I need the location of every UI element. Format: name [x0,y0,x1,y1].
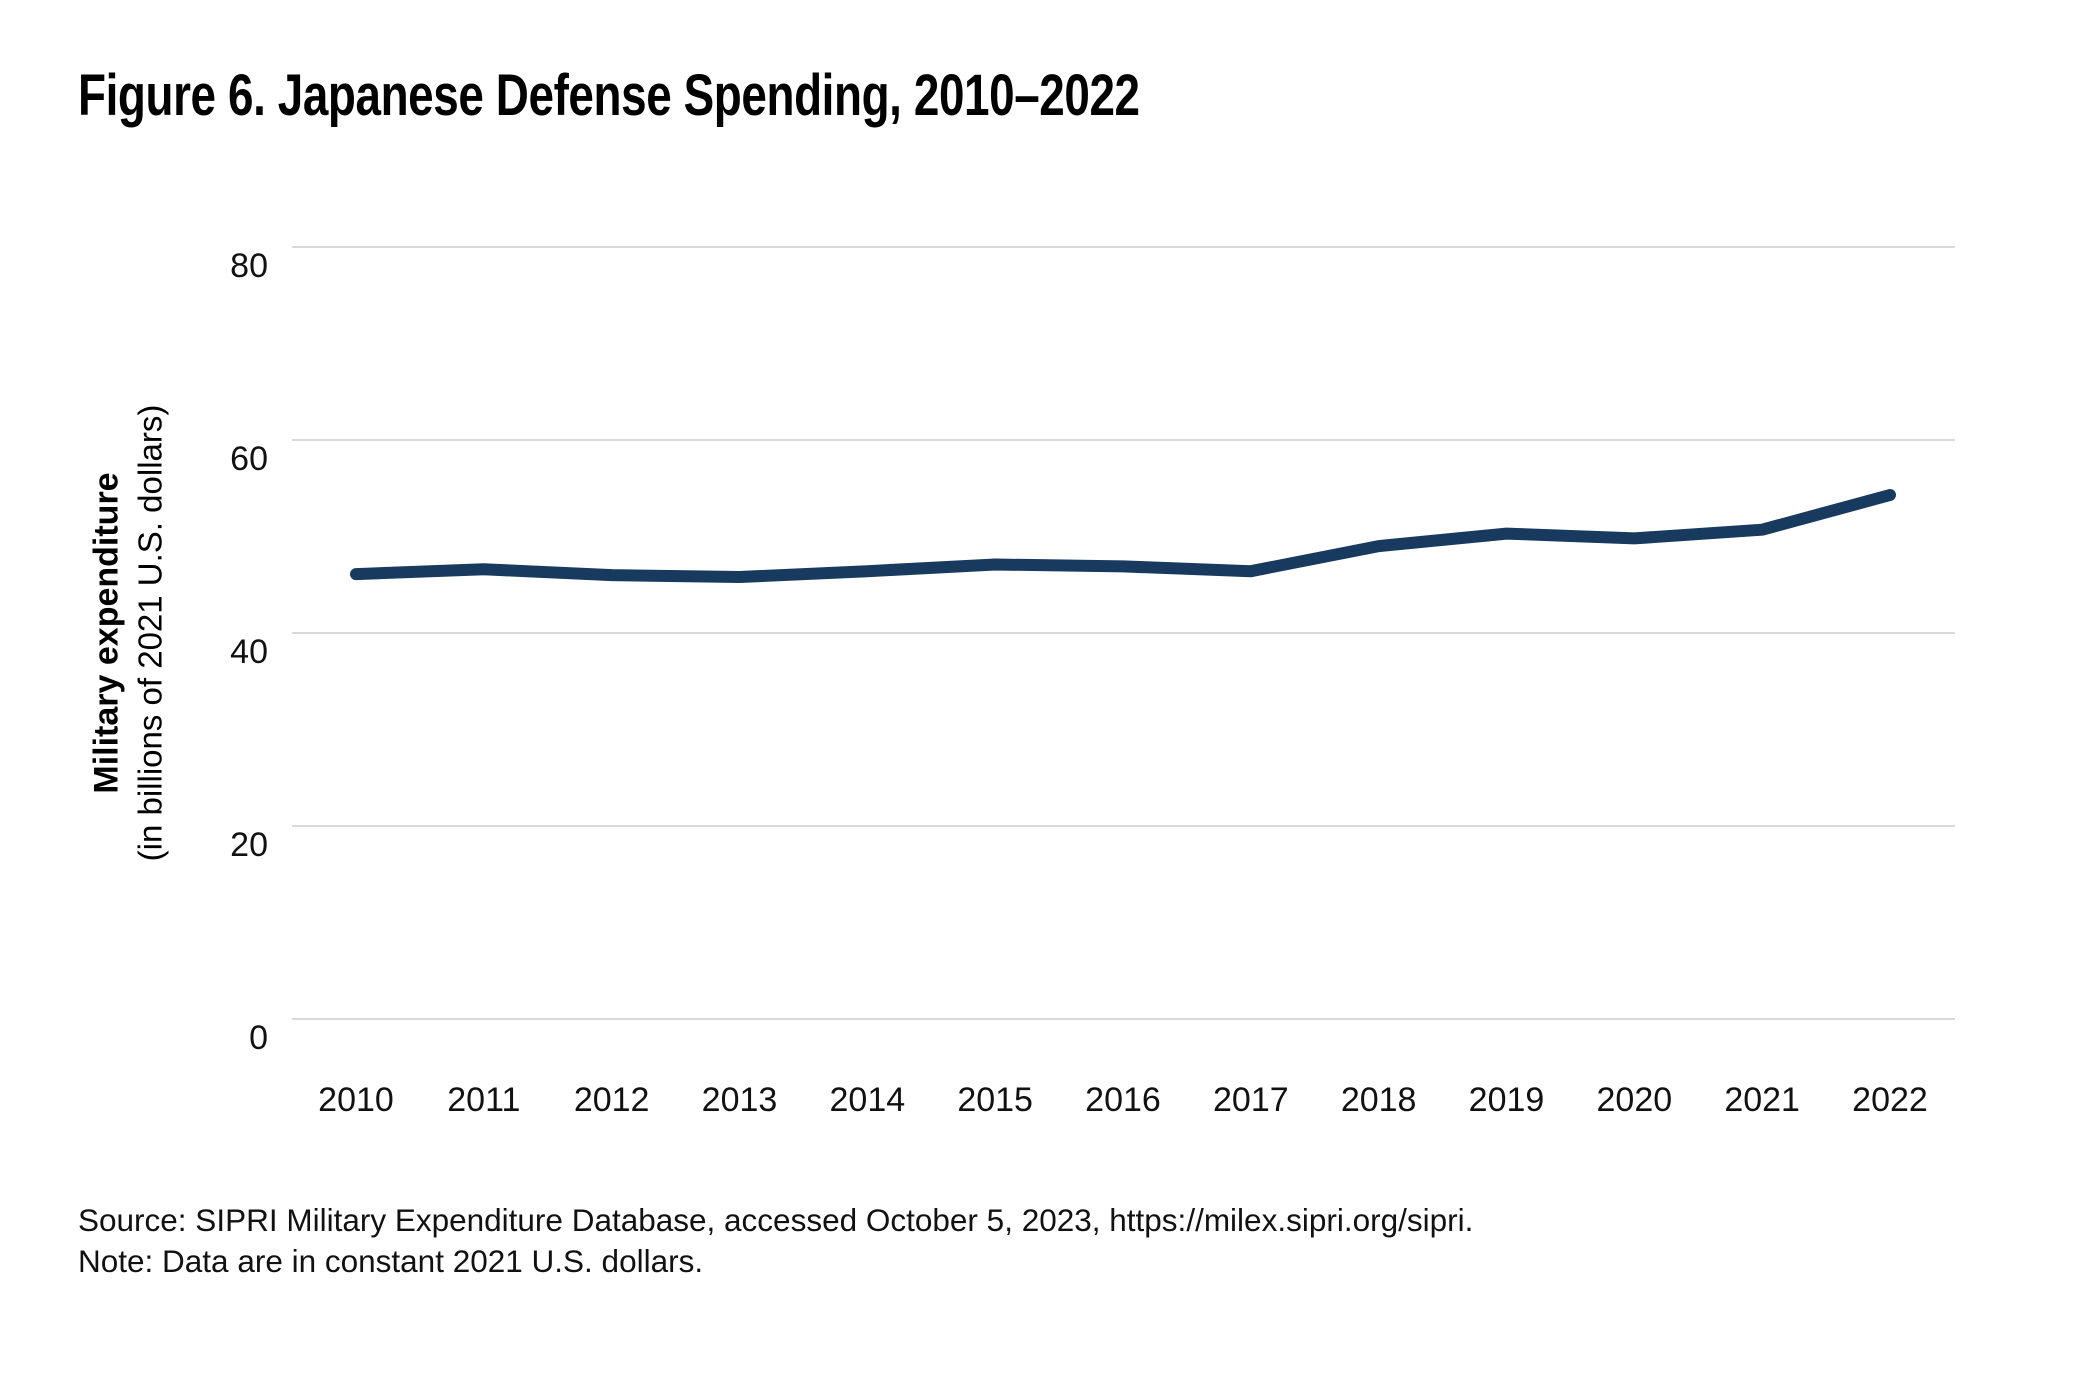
x-tick-label-2017: 2017 [1213,1081,1289,1119]
x-tick-label-2020: 2020 [1596,1081,1673,1119]
x-tick-label-2014: 2014 [829,1081,906,1119]
y-tick-label-20: 20 [230,826,268,864]
y-tick-label-80: 80 [230,247,268,285]
x-tick-label-2016: 2016 [1085,1081,1161,1119]
x-tick-label-2010: 2010 [318,1081,394,1119]
x-tick-label-2015: 2015 [957,1081,1033,1119]
figure-title: Figure 6. Japanese Defense Spending, 201… [78,63,1140,128]
x-tick-label-2018: 2018 [1340,1081,1417,1119]
source-line: Source: SIPRI Military Expenditure Datab… [78,1202,1474,1238]
note-line: Note: Data are in constant 2021 U.S. dol… [78,1243,704,1279]
x-tick-label-2012: 2012 [573,1081,650,1119]
x-tick-label-2011: 2011 [447,1081,521,1119]
y-tick-label-40: 40 [230,633,268,671]
japan-spending-line [350,489,1896,583]
x-tick-label-2013: 2013 [701,1081,778,1119]
gridlines [292,246,1955,1020]
y-tick-label-60: 60 [230,440,268,478]
x-tick-label-2022: 2022 [1852,1081,1928,1119]
x-tick-label-2021: 2021 [1724,1081,1800,1119]
footer-notes: Source: SIPRI Military Expenditure Datab… [78,1200,1473,1282]
y-tick-label-0: 0 [249,1019,268,1057]
x-tick-label-2019: 2019 [1468,1081,1545,1119]
